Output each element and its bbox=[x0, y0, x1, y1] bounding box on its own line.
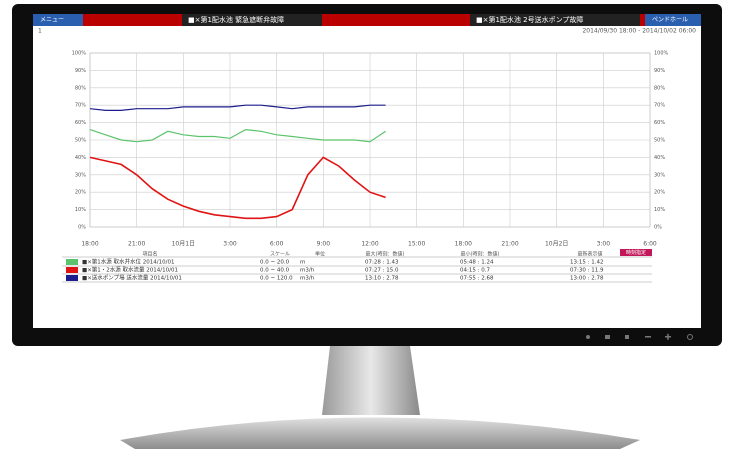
table-header: 項目名 bbox=[142, 251, 157, 258]
row-swatch bbox=[66, 267, 78, 273]
x-tick-label: 21:00 bbox=[128, 241, 145, 248]
x-tick-label: 3:00 bbox=[597, 241, 611, 248]
table-header: 最大(時刻：数値) bbox=[366, 251, 405, 258]
y-tick-label: 100% bbox=[72, 51, 87, 57]
table-cell: 07:30 : 11.9 bbox=[570, 268, 604, 274]
alarm-box bbox=[470, 14, 640, 26]
alarm-box bbox=[182, 14, 322, 26]
x-tick-label: 3:00 bbox=[223, 241, 237, 248]
table-cell: 0.0 ~ 40.0 bbox=[260, 268, 290, 274]
y2-tick-label: 70% bbox=[654, 103, 665, 109]
series-line bbox=[89, 128, 386, 143]
x-tick-label: 9:00 bbox=[317, 241, 331, 248]
row-swatch bbox=[66, 259, 78, 265]
y2-tick-label: 90% bbox=[654, 68, 665, 74]
table-cell: ■×送水ポンプ場 送水流量 2014/10/01 bbox=[82, 274, 182, 282]
top-button[interactable] bbox=[645, 14, 701, 26]
table-cell: m3/h bbox=[300, 268, 315, 274]
alarm: ■×第1配水池 緊急遮断弁故障 bbox=[188, 15, 284, 24]
x-tick-label: 6:00 bbox=[270, 241, 284, 248]
table-cell: m bbox=[300, 260, 305, 266]
x-tick-label: 10月2日 bbox=[545, 241, 568, 248]
time-button[interactable] bbox=[620, 249, 652, 256]
y-tick-label: 70% bbox=[75, 103, 86, 109]
y-tick-label: 80% bbox=[75, 85, 86, 91]
y2-tick-label: 80% bbox=[654, 85, 665, 91]
y-tick-label: 0% bbox=[78, 225, 86, 231]
y2-tick-label: 60% bbox=[654, 120, 665, 126]
table-cell: 0.0 ~ 20.0 bbox=[260, 260, 290, 266]
table-header: スケール bbox=[270, 251, 290, 258]
x-tick-label: 18:00 bbox=[455, 241, 472, 248]
table-cell: 0.0 ~ 120.0 bbox=[260, 276, 293, 282]
table-header: 最小(時刻：数値) bbox=[461, 251, 500, 258]
x-tick-label: 15:00 bbox=[408, 241, 425, 248]
y-tick-label: 20% bbox=[75, 190, 86, 196]
y-tick-label: 50% bbox=[75, 138, 86, 144]
series-line bbox=[89, 156, 386, 220]
table-cell: 07:28 : 1.43 bbox=[365, 260, 399, 266]
x-tick-label: 6:00 bbox=[643, 241, 657, 248]
row-swatch bbox=[66, 275, 78, 281]
table-cell: ■×第1・2水源 取水流量 2014/10/01 bbox=[82, 266, 178, 274]
stand-neck bbox=[322, 346, 420, 415]
alarm: ■×第1配水池 2号送水ポンプ故障 bbox=[476, 15, 583, 24]
menu-label[interactable]: メニュー bbox=[40, 17, 64, 24]
top-button-label[interactable]: ペンドホール bbox=[652, 17, 688, 24]
y-tick-label: 40% bbox=[75, 155, 86, 161]
x-tick-label: 10月1日 bbox=[172, 241, 195, 248]
table: 項目名 スケール 単位 最大(時刻：数値) 最小(時刻：数値) 最新表示値 ■×第1水源 取… bbox=[62, 251, 652, 283]
table-header: 単位 bbox=[315, 251, 325, 258]
y-tick-label: 60% bbox=[75, 120, 86, 126]
y-tick-label: 30% bbox=[75, 172, 86, 178]
table-cell: 04:15 : 0.7 bbox=[460, 268, 490, 274]
y2-tick-label: 100% bbox=[654, 51, 669, 57]
table-cell: 13:15 : 1.42 bbox=[570, 260, 603, 266]
y2-tick-label: 50% bbox=[654, 138, 665, 144]
table-cell: 05:48 : 1.24 bbox=[460, 260, 494, 266]
table-cell: ■×第1水源 取水井水位 2014/10/01 bbox=[82, 258, 175, 266]
table-cell: 07:55 : 2.68 bbox=[460, 276, 494, 282]
table-cell: m3/h bbox=[300, 276, 315, 282]
series-line bbox=[89, 104, 386, 111]
x-tick-label: 21:00 bbox=[501, 241, 518, 248]
y-tick-label: 90% bbox=[75, 68, 86, 74]
page-number: 1 bbox=[38, 28, 42, 35]
table-cell: 13:10 : 2.78 bbox=[365, 276, 399, 282]
y-tick-label: 10% bbox=[75, 207, 86, 213]
y2-tick-label: 30% bbox=[654, 172, 665, 178]
x-tick-label: 18:00 bbox=[81, 241, 98, 248]
y2-tick-label: 0% bbox=[654, 225, 662, 231]
x-tick-label: 12:00 bbox=[361, 241, 378, 248]
time-button-label[interactable]: 時刻指定 bbox=[626, 249, 646, 256]
y2-tick-label: 10% bbox=[654, 207, 665, 213]
y2-tick-label: 20% bbox=[654, 190, 665, 196]
menu-button[interactable] bbox=[33, 14, 83, 26]
monitor-buttons bbox=[586, 333, 693, 340]
screen bbox=[33, 14, 701, 328]
table-cell: 13:00 : 2.78 bbox=[570, 276, 604, 282]
table-cell: 07:27 : 15.0 bbox=[365, 268, 399, 274]
stand-base bbox=[120, 417, 640, 449]
date-range: 2014/09/30 18:00 - 2014/10/02 06:00 bbox=[582, 28, 696, 35]
table-header: 最新表示値 bbox=[577, 251, 602, 258]
y2-tick-label: 40% bbox=[654, 155, 665, 161]
